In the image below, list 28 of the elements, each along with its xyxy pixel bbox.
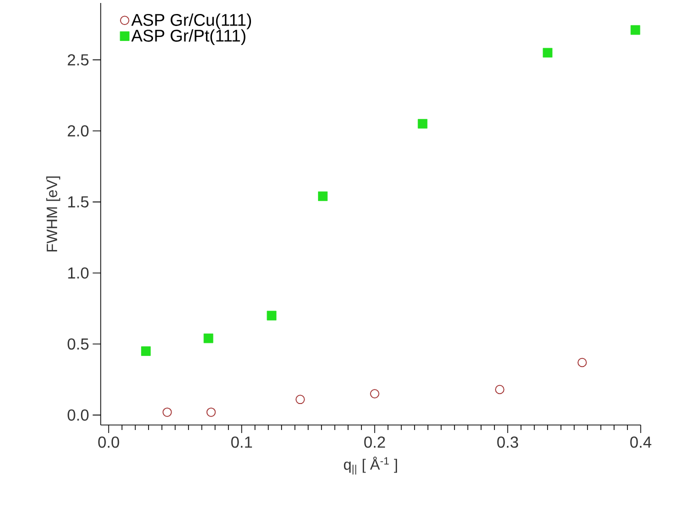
point (578, 358, 587, 368)
x-tick-label: 0.2 (364, 436, 385, 448)
point (141, 346, 151, 356)
x-tick-label: 0.0 (98, 436, 120, 448)
point (266, 310, 276, 320)
x-axis-title: q$_{||}$ [ Å$^{-1}$ ] (344, 456, 398, 475)
y-tick-label: 2.5 (68, 54, 88, 66)
y-tick-label: 1.0 (68, 267, 89, 279)
y-tick-label: 2.0 (68, 125, 89, 137)
x-tick-label: 0.4 (630, 436, 652, 448)
point (418, 118, 428, 129)
y-tick-label: 0.5 (68, 338, 88, 350)
x-tick-label: 0.3 (497, 436, 518, 448)
y-tick-label: 0.0 (68, 409, 89, 421)
point (630, 25, 640, 35)
legend-label: ASP Gr/Cu(111) (131, 14, 251, 30)
point (495, 384, 504, 394)
point (318, 191, 328, 202)
point (370, 389, 380, 398)
point (162, 408, 172, 417)
point (542, 48, 552, 58)
x-tick-label: 0.1 (231, 436, 252, 448)
legend-label: ASP Gr/Pt(111) (131, 29, 246, 46)
point (296, 394, 305, 404)
y-axis-title: FWHM [eV] (46, 176, 60, 252)
y-tick-label: 1.5 (68, 196, 88, 208)
point (204, 334, 214, 344)
point (206, 408, 216, 417)
